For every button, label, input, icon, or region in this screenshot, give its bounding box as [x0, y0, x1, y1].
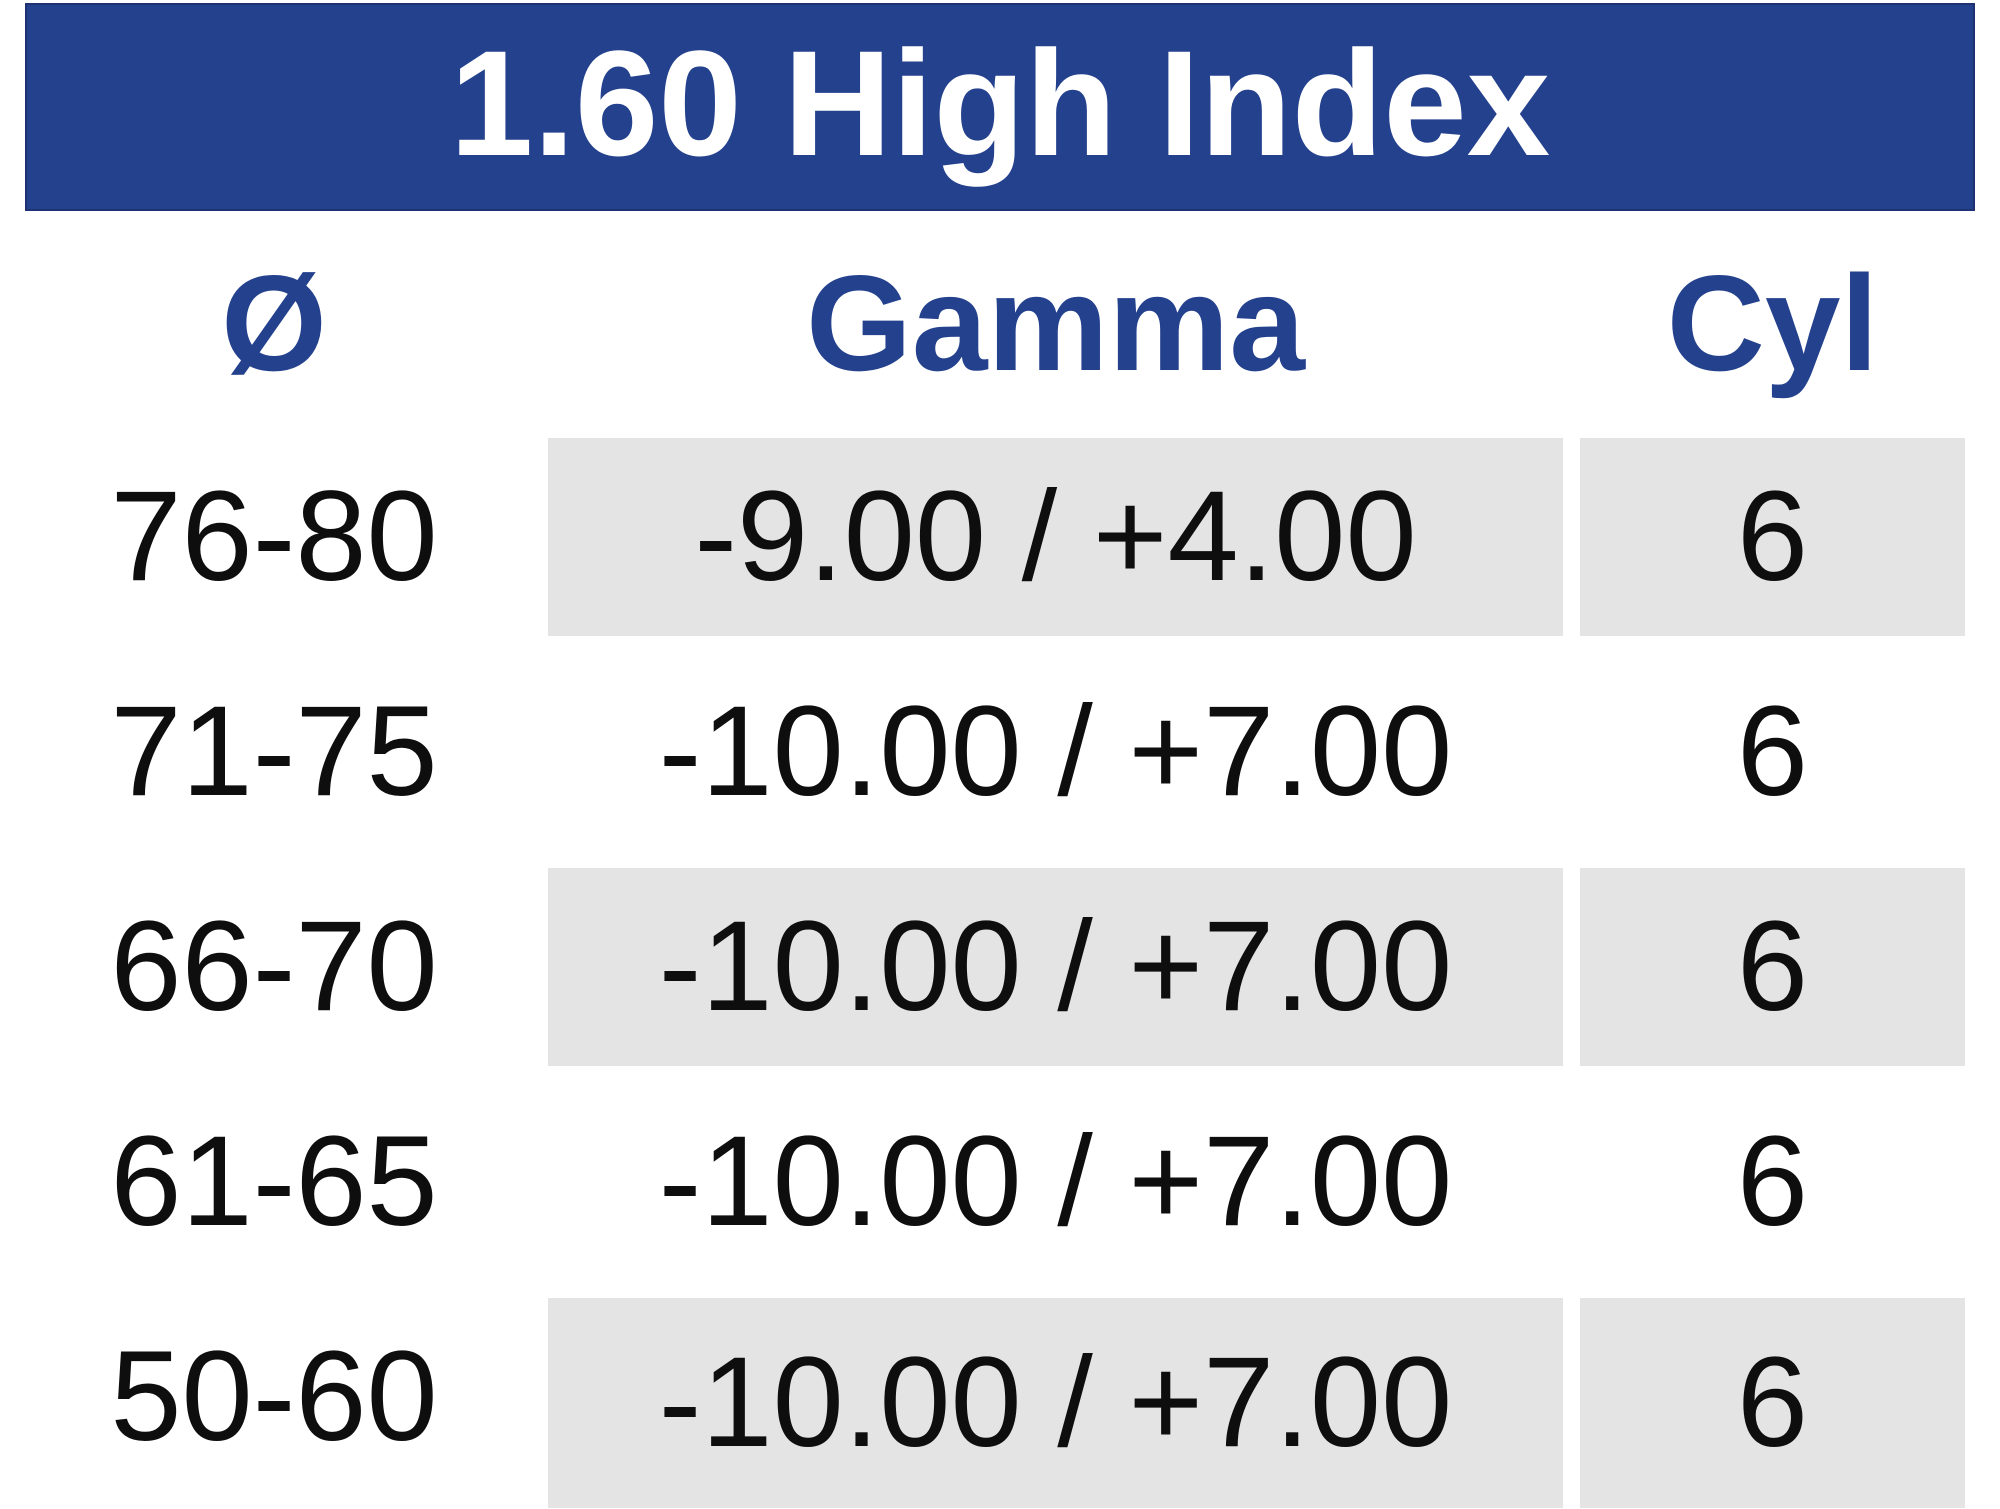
cell-cyl: 6: [1736, 680, 1809, 823]
cell-diameter: 66-70: [110, 895, 438, 1038]
table-header-row: Ø Gamma Cyl: [0, 212, 2000, 434]
cell-diameter: 61-65: [110, 1110, 438, 1253]
column-header-gamma: Gamma: [806, 247, 1305, 399]
column-gutter: [1563, 1079, 1580, 1294]
cell-diameter: 71-75: [110, 680, 438, 823]
availability-table: Ø Gamma Cyl 76-80 -9.00 / +4.00 6 71-75 …: [0, 212, 2000, 1509]
cell-cyl: 6: [1580, 868, 1965, 1066]
column-gutter: [1563, 1294, 1580, 1509]
column-header-diameter: Ø: [221, 247, 327, 399]
cell-cyl: 6: [1736, 1110, 1809, 1253]
cell-gamma: -10.00 / +7.00: [658, 1110, 1453, 1253]
column-gutter: [1563, 864, 1580, 1079]
cell-diameter: 76-80: [110, 465, 438, 608]
cell-cyl: 6: [1580, 438, 1965, 636]
column-gutter: [1563, 434, 1580, 649]
column-header-cyl: Cyl: [1666, 247, 1879, 399]
table-row: 76-80 -9.00 / +4.00 6: [0, 434, 2000, 649]
cell-diameter: 50-60: [110, 1325, 438, 1468]
cell-cyl: 6: [1580, 1298, 1965, 1508]
cell-gamma: -10.00 / +7.00: [548, 868, 1563, 1066]
table-row: 61-65 -10.00 / +7.00 6: [0, 1079, 2000, 1294]
column-gutter: [1563, 649, 1580, 864]
page-title: 1.60 High Index: [449, 19, 1551, 187]
table-row: 71-75 -10.00 / +7.00 6: [0, 649, 2000, 864]
cell-gamma: -9.00 / +4.00: [548, 438, 1563, 636]
table-row: 50-60 -10.00 / +7.00 6: [0, 1294, 2000, 1509]
table-row: 66-70 -10.00 / +7.00 6: [0, 864, 2000, 1079]
cell-gamma: -10.00 / +7.00: [658, 680, 1453, 823]
cell-gamma: -10.00 / +7.00: [548, 1298, 1563, 1508]
title-banner: 1.60 High Index: [25, 3, 1975, 211]
